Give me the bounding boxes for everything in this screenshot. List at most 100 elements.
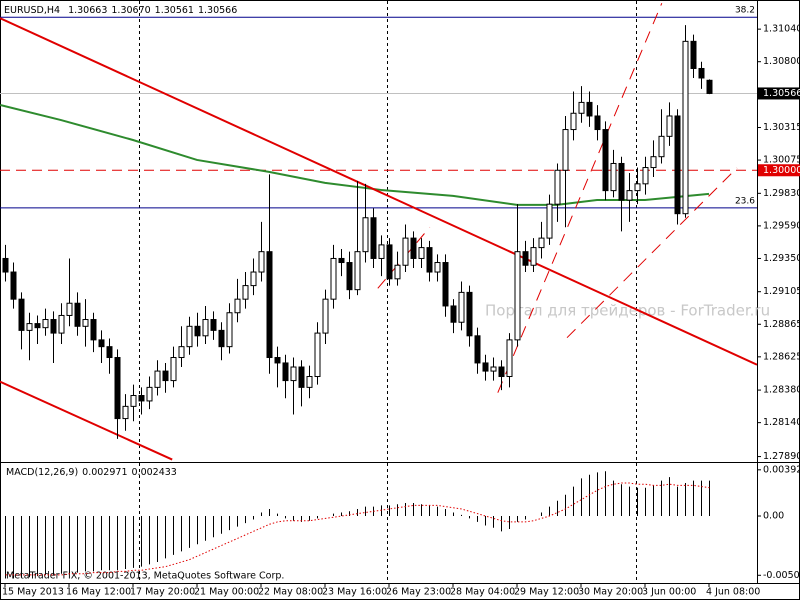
candle-body — [482, 362, 489, 372]
candle-body — [42, 319, 49, 329]
trendline — [566, 167, 738, 339]
candle-body — [194, 325, 201, 337]
x-tick-label: 21 May 00:00 — [194, 587, 259, 598]
candle-body — [682, 40, 689, 215]
candle-body — [186, 325, 193, 348]
candle-body — [242, 285, 249, 300]
x-tick-label: 30 May 20:00 — [578, 587, 643, 598]
candle-body — [530, 247, 537, 266]
candle-body — [346, 262, 353, 291]
candle-body — [50, 319, 57, 334]
candle-body — [274, 357, 281, 364]
candle-body — [626, 190, 633, 201]
trendline — [0, 380, 173, 461]
candle-body — [690, 40, 697, 69]
candle-body — [66, 302, 73, 316]
candle-body — [98, 339, 105, 348]
candle-body — [370, 217, 377, 259]
quote: 1.30566 — [198, 5, 237, 16]
indicator-reading: 0.002433 — [132, 467, 177, 478]
moving-average — [0, 104, 710, 206]
candle-body — [266, 251, 273, 359]
candle-body — [290, 366, 297, 382]
y-tick-label: 0.003921 — [763, 464, 800, 475]
candle-body — [594, 115, 601, 131]
candle-body — [314, 332, 321, 378]
y-tick-label: 1.28865 — [763, 319, 800, 330]
candle-body — [546, 203, 553, 239]
y-tick-label: 1.30800 — [763, 56, 800, 67]
macd-pane — [5, 471, 710, 579]
candle-body — [538, 237, 545, 249]
copyright: MetaTrader FIX, © 2001-2013, MetaQuotes … — [6, 571, 284, 582]
candle-body — [458, 291, 465, 323]
x-tick-label: 22 May 08:00 — [258, 587, 323, 598]
indicator-name: MACD(12,26,9) — [6, 467, 78, 478]
candle-body — [122, 405, 129, 420]
candle-body — [610, 162, 617, 192]
candle-body — [474, 335, 481, 364]
candle-body — [210, 319, 217, 331]
candle-body — [514, 251, 521, 341]
x-tick-label: 15 May 2013 — [2, 587, 64, 598]
candle-body — [522, 251, 529, 266]
candle-body — [34, 323, 41, 329]
candle-body — [562, 129, 569, 171]
candle-body — [570, 112, 577, 131]
candle-body — [698, 67, 705, 79]
y-tick-label: 1.29590 — [763, 220, 800, 231]
x-tick-label: 17 May 20:00 — [130, 587, 195, 598]
y-tick-label: 1.28380 — [763, 385, 800, 396]
price-box — [758, 87, 800, 100]
candle-body — [162, 370, 169, 382]
candle-body — [442, 262, 449, 307]
level-box — [758, 164, 800, 177]
candle-body — [618, 162, 625, 201]
candle-body — [114, 357, 121, 420]
candle-body — [130, 395, 137, 407]
candle-body — [674, 115, 681, 215]
candle-body — [410, 237, 417, 259]
candle-body — [434, 262, 441, 273]
candle-body — [146, 386, 153, 402]
y-tick-label: 0.00 — [763, 511, 784, 522]
candle-body — [322, 298, 329, 334]
y-tick-label: 1.29350 — [763, 253, 800, 264]
candle-body — [706, 79, 713, 94]
candle-body — [426, 247, 433, 273]
quote: 1.30670 — [111, 5, 150, 16]
candle-body — [650, 156, 657, 169]
candle-body — [402, 237, 409, 266]
y-tick-label: 1.30075 — [763, 155, 800, 166]
fibo-label: 38.2 — [735, 6, 755, 16]
candle-body — [170, 357, 177, 382]
candle-body — [218, 329, 225, 348]
candle-body — [90, 319, 97, 341]
trendline — [497, 3, 663, 393]
y-tick-label: 1.30315 — [763, 122, 800, 133]
period-separators — [139, 1, 637, 583]
candle-body — [202, 319, 209, 337]
candle-body — [418, 247, 425, 259]
x-tick-label: 28 May 04:00 — [450, 587, 515, 598]
fibo-label: 23.6 — [735, 196, 755, 206]
level-label: 1.30000 — [763, 165, 800, 176]
x-tick-label: 29 May 12:00 — [514, 587, 579, 598]
candle-body — [634, 183, 641, 192]
candle-body — [378, 244, 385, 259]
candle-body — [394, 264, 401, 280]
candle-body — [330, 257, 337, 300]
x-tick-label: 23 May 16:00 — [322, 587, 387, 598]
candle-body — [234, 298, 241, 314]
y-tick-label: 1.28625 — [763, 351, 800, 362]
watermark: Портал для трейдеров - ForTrader.ru — [485, 302, 770, 320]
x-tick-label: 26 May 23:00 — [386, 587, 451, 598]
y-tick-label: 1.27890 — [763, 451, 800, 462]
candle-body — [10, 271, 17, 300]
candle-body — [338, 257, 345, 264]
candle-body — [362, 217, 369, 253]
candle-body — [226, 312, 233, 348]
main-pane — [0, 3, 757, 461]
candle-body — [26, 323, 33, 331]
